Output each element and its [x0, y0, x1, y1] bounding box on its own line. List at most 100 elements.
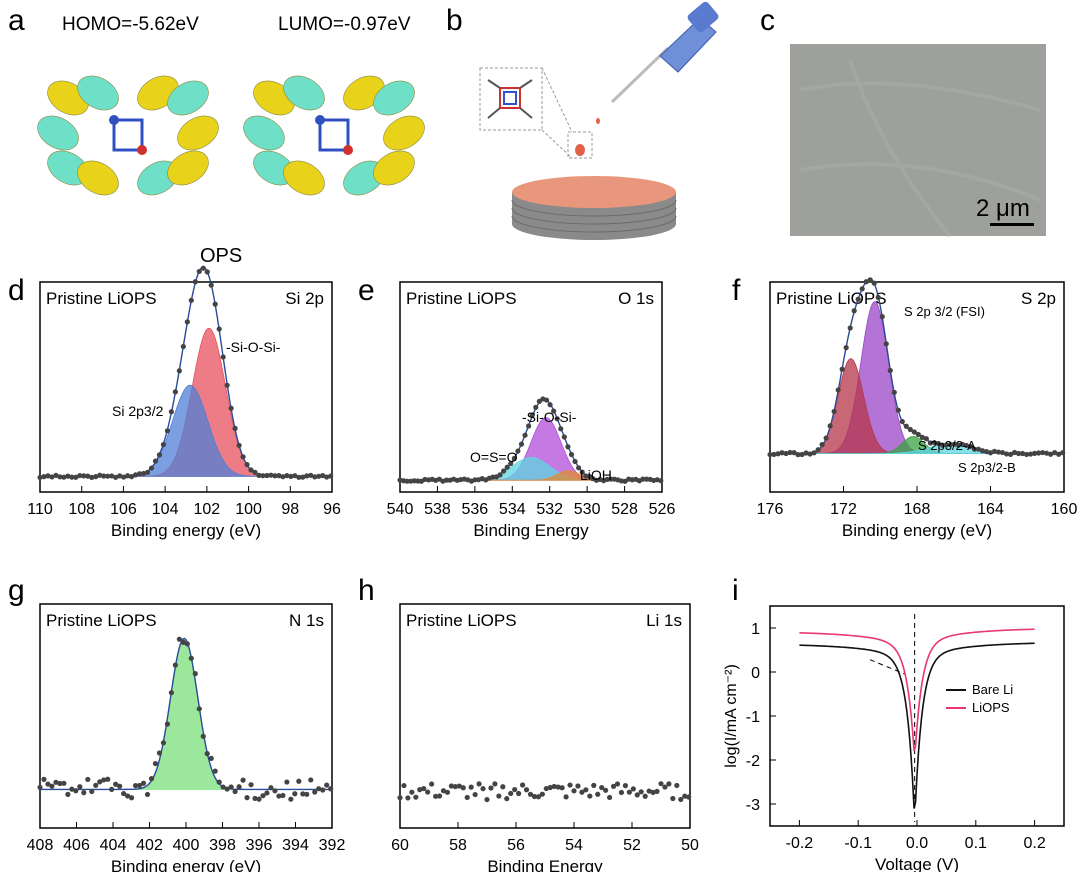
data-point — [440, 788, 447, 794]
data-point — [81, 473, 87, 479]
data-point — [160, 740, 167, 746]
data-point — [121, 474, 127, 480]
data-point — [156, 452, 163, 458]
data-point — [316, 473, 322, 479]
data-point — [432, 793, 439, 799]
data-point — [429, 781, 435, 787]
data-point — [148, 776, 155, 782]
data-point — [559, 785, 565, 791]
data-point — [480, 786, 486, 792]
data-point — [320, 787, 326, 793]
data-point — [543, 785, 549, 792]
data-point — [935, 440, 941, 447]
panel-letter-e: e — [358, 274, 375, 307]
data-point — [312, 789, 318, 795]
data-point — [196, 268, 202, 275]
data-point — [328, 786, 334, 792]
data-point — [575, 783, 581, 789]
data-point — [456, 783, 462, 789]
data-point — [236, 784, 242, 790]
x-axis-label: Binding Energy — [487, 857, 603, 872]
panel-c: c 2 μm — [760, 4, 1046, 238]
data-point — [1056, 451, 1062, 457]
x-tick-label: 536 — [462, 501, 489, 518]
data-point — [208, 282, 214, 288]
data-point — [583, 787, 589, 793]
data-point — [180, 343, 186, 350]
data-point — [547, 784, 553, 791]
data-point — [73, 788, 79, 794]
plot-frame — [769, 605, 1065, 827]
data-point — [943, 442, 950, 448]
data-point — [959, 441, 966, 447]
data-point — [256, 796, 262, 802]
y-axis-label: log(I/mA cm⁻²) — [723, 664, 740, 768]
data-point — [614, 781, 621, 787]
data-point — [516, 790, 522, 797]
data-point — [1023, 451, 1030, 458]
data-point — [511, 455, 517, 461]
x-tick-label: 102 — [194, 501, 221, 518]
data-point — [567, 782, 573, 788]
data-point — [634, 792, 640, 798]
data-point — [565, 444, 571, 450]
x-tick-label: 52 — [623, 837, 641, 854]
data-point — [436, 793, 443, 799]
data-point — [224, 786, 230, 792]
data-point — [204, 751, 210, 757]
panel-letter-i: i — [732, 574, 739, 607]
data-point — [164, 428, 171, 434]
data-point — [41, 776, 47, 782]
panel-letter-b: b — [446, 4, 463, 37]
x-tick-label: 400 — [173, 837, 200, 854]
panel-f: f Pristine LiOPS S 2p 176 172 168 164 160 Bindin… — [732, 274, 1077, 540]
data-point — [484, 796, 490, 803]
sem-image — [790, 44, 1046, 236]
data-point — [172, 662, 178, 668]
data-point — [232, 425, 238, 431]
data-point — [563, 794, 569, 800]
x-tick-label: 168 — [904, 501, 931, 518]
peak-annotation-si2p32: Si 2p3/2 — [112, 403, 164, 419]
data-point — [264, 472, 270, 479]
data-point — [533, 404, 539, 410]
data-point — [527, 791, 534, 797]
molecule-inset — [479, 67, 593, 159]
data-point — [839, 366, 845, 372]
data-point — [779, 450, 785, 456]
data-point — [911, 429, 917, 435]
data-point — [216, 326, 222, 332]
panel-a: a HOMO=-5.62eV LUMO=-0.97eV OPS — [8, 4, 425, 267]
data-point — [268, 785, 274, 791]
x-tick-label: 398 — [209, 837, 236, 854]
x-tick-label: 404 — [100, 837, 127, 854]
panel-letter-d: d — [8, 274, 25, 307]
data-point — [851, 308, 857, 314]
data-point — [571, 788, 577, 794]
x-axis-label: Binding energy (eV) — [842, 521, 992, 540]
x-tick-label: 164 — [977, 501, 1004, 518]
data-point — [576, 465, 582, 471]
data-point — [903, 423, 909, 429]
data-point — [212, 768, 218, 774]
data-point — [658, 478, 664, 484]
x-tick-label: 526 — [649, 501, 676, 518]
data-point — [220, 784, 226, 790]
data-point — [160, 441, 167, 448]
data-point — [101, 777, 107, 783]
data-point — [887, 367, 893, 374]
data-point — [101, 473, 107, 479]
data-point — [561, 434, 567, 440]
data-point — [492, 781, 498, 787]
peak-fit-1 — [40, 384, 332, 477]
data-point — [188, 297, 194, 303]
panel-letter-f: f — [732, 274, 741, 307]
data-point — [248, 782, 254, 788]
panel-h: h Pristine LiOPS Li 1s 60 58 56 54 52 50 Binding … — [358, 574, 699, 872]
data-point — [508, 790, 514, 797]
data-point — [1048, 451, 1054, 457]
data-point — [312, 474, 318, 480]
peak-annotation-si-o-si: -Si-O-Si- — [226, 339, 281, 355]
x-tick-label: 396 — [246, 837, 273, 854]
data-point — [168, 409, 174, 415]
